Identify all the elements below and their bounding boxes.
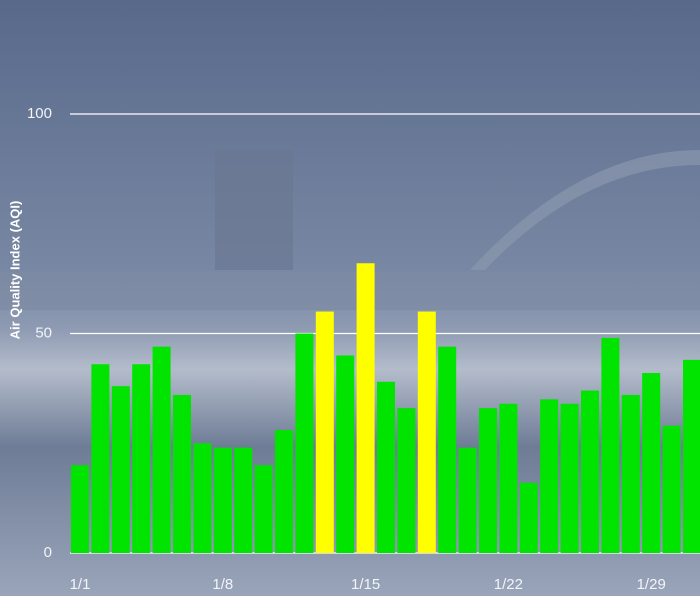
bar: [255, 465, 273, 553]
bar: [316, 312, 334, 553]
bridge: [0, 272, 700, 310]
x-tick-label: 1/29: [637, 576, 666, 593]
bar: [479, 408, 497, 553]
bar: [683, 360, 700, 553]
bar: [520, 483, 538, 553]
bar: [377, 382, 395, 553]
y-axis-label: Air Quality Index (AQI): [7, 201, 22, 340]
bar: [275, 430, 293, 553]
bar: [561, 404, 579, 553]
bar: [642, 373, 660, 553]
bar: [112, 386, 130, 553]
y-tick-label: 100: [27, 105, 52, 122]
bar: [336, 355, 354, 553]
bar: [173, 395, 191, 553]
bar: [71, 465, 89, 553]
bar: [193, 443, 211, 553]
bar: [153, 347, 171, 553]
bar: [459, 448, 477, 553]
bar: [397, 408, 415, 553]
bar: [622, 395, 640, 553]
bar: [601, 338, 619, 553]
bar: [540, 399, 558, 553]
bar: [663, 426, 681, 553]
bar: [581, 391, 599, 553]
chart: Air Quality Index (AQI) 0 50 100 1/1 1/8 1/15…: [0, 0, 700, 596]
bar: [357, 263, 375, 553]
x-tick-label: 1/22: [494, 576, 523, 593]
bar: [91, 364, 109, 553]
bar: [295, 334, 313, 554]
bar: [132, 364, 150, 553]
bar: [438, 347, 456, 553]
building: [215, 150, 293, 270]
bar: [499, 404, 517, 553]
x-tick-label: 1/15: [351, 576, 380, 593]
bar: [214, 448, 232, 553]
x-tick-label: 1/8: [212, 576, 233, 593]
bar: [418, 312, 436, 553]
y-tick-label: 50: [35, 324, 52, 341]
page: {"chart_data": {"type": "bar", "y_label"…: [0, 0, 700, 596]
y-tick-label: 0: [44, 544, 52, 561]
bar: [234, 448, 252, 553]
x-tick-label: 1/1: [70, 576, 91, 593]
